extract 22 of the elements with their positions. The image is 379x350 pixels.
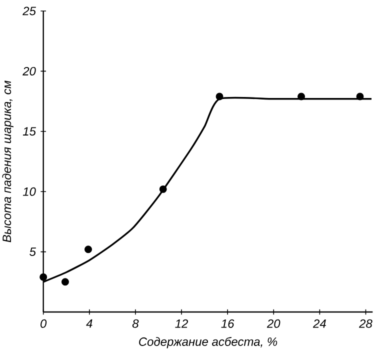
x-tick-label: 16 — [221, 319, 234, 328]
y-tick-label: 20 — [22, 66, 36, 76]
y-tick-label: 15 — [22, 127, 36, 136]
x-tick-label: 20 — [266, 319, 280, 328]
x-axis-title: Содержание асбеста, % — [139, 337, 278, 348]
point — [356, 92, 364, 100]
point — [298, 92, 306, 100]
point — [159, 185, 167, 193]
point — [84, 246, 92, 254]
point — [61, 278, 69, 286]
point — [40, 273, 48, 281]
y-axis-title: Высота падения шарика, см — [2, 80, 14, 242]
y-tick-label: 25 — [22, 6, 36, 16]
y-tick-label: 10 — [22, 187, 36, 196]
x-tick-label: 0 — [40, 319, 47, 328]
x-tick-label: 24 — [312, 319, 326, 328]
x-tick-label: 8 — [132, 319, 139, 328]
x-tick-label: 12 — [175, 319, 188, 328]
y-tick-label: 5 — [30, 248, 36, 256]
x-tick-label: 4 — [86, 319, 92, 328]
x-tick-label: 28 — [359, 319, 372, 328]
point — [216, 92, 224, 100]
